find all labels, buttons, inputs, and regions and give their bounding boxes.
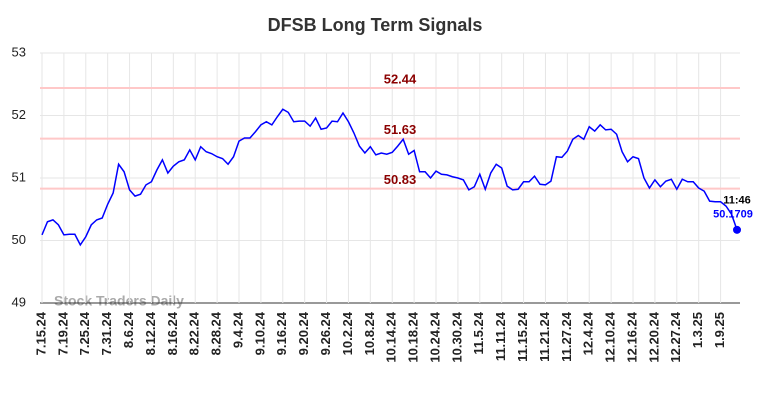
level-label: 51.63 (384, 122, 417, 137)
x-tick-label: 12.10.24 (603, 311, 618, 362)
x-tick-label: 9.20.24 (296, 311, 311, 355)
x-tick-label: 9.26.24 (318, 311, 333, 355)
x-tick-label: 8.6.24 (121, 311, 136, 348)
level-label: 52.44 (384, 71, 417, 86)
x-tick-label: 11.27.24 (559, 311, 574, 362)
x-tick-label: 12.16.24 (624, 311, 639, 362)
x-tick-label: 10.18.24 (406, 311, 421, 362)
x-tick-label: 9.10.24 (252, 311, 267, 355)
x-tick-label: 8.12.24 (143, 311, 158, 355)
last-time: 11:46 (723, 195, 751, 207)
x-tick-label: 12.4.24 (581, 311, 596, 355)
x-tick-label: 12.27.24 (668, 311, 683, 362)
x-tick-label: 12.20.24 (646, 311, 661, 362)
x-tick-label: 8.28.24 (209, 311, 224, 355)
x-tick-label: 9.4.24 (230, 311, 245, 348)
x-tick-label: 8.22.24 (187, 311, 202, 355)
last-value: 50.1709 (713, 209, 753, 221)
x-tick-label: 10.14.24 (384, 311, 399, 362)
x-tick-label: 10.24.24 (427, 311, 442, 362)
last-point (733, 225, 741, 234)
x-tick-label: 1.3.25 (690, 312, 705, 348)
x-tick-label: 11.5.24 (471, 311, 486, 354)
y-tick-label: 49 (12, 294, 26, 309)
x-tick-label: 8.16.24 (165, 311, 180, 355)
watermark: Stock Traders Daily (54, 293, 184, 309)
x-tick-label: 10.30.24 (449, 311, 464, 362)
x-tick-label: 1.9.25 (712, 312, 727, 348)
x-tick-label: 7.15.24 (33, 311, 48, 355)
x-tick-label: 7.25.24 (77, 311, 92, 355)
x-tick-label: 11.21.24 (537, 311, 552, 362)
x-tick-label: 11.11.24 (493, 311, 508, 361)
y-tick-label: 51 (12, 169, 26, 184)
x-tick-label: 10.2.24 (340, 311, 355, 355)
x-tick-label: 9.16.24 (274, 311, 289, 355)
price-line (41, 108, 738, 247)
x-tick-label: 10.8.24 (362, 311, 377, 355)
x-tick-label: 7.19.24 (55, 311, 70, 355)
level-label: 50.83 (384, 172, 417, 187)
y-tick-label: 53 (12, 44, 26, 59)
chart-title: DFSB Long Term Signals (268, 15, 483, 35)
y-tick-label: 52 (12, 107, 26, 122)
x-tick-label: 7.31.24 (99, 311, 114, 355)
x-tick-label: 11.15.24 (515, 311, 530, 362)
y-tick-label: 50 (12, 232, 26, 247)
